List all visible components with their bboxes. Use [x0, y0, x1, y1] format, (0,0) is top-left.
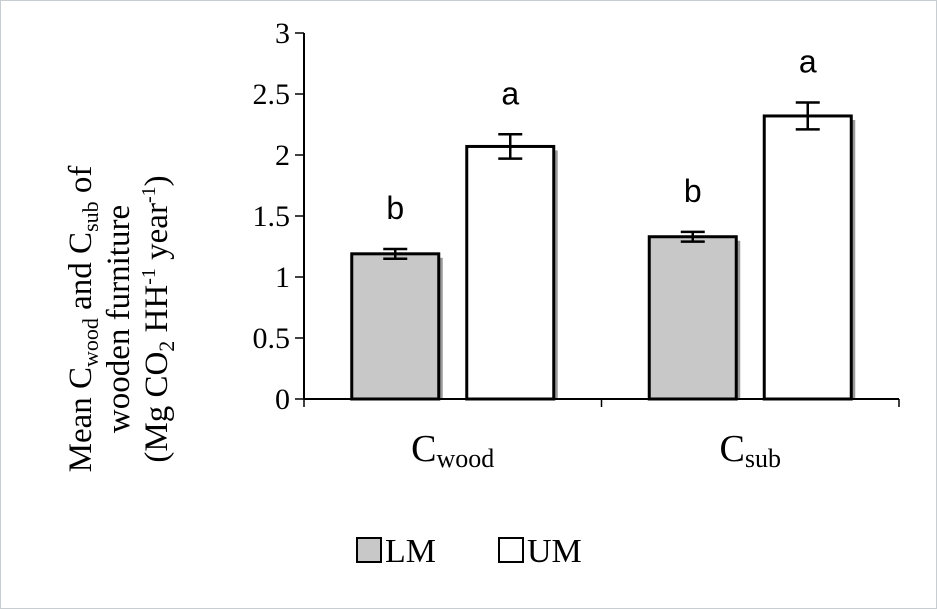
bar-um	[762, 114, 853, 401]
y-tick-label: 1	[275, 261, 290, 294]
y-label-line-3: (Mg CO2 HH-1 year-1)	[138, 175, 179, 462]
significance-letter: b	[386, 190, 404, 226]
legend-swatch-um	[498, 537, 524, 563]
y-tick-label: 2.5	[253, 78, 291, 111]
x-category-label: Csub	[720, 428, 781, 473]
error-bar	[795, 101, 820, 131]
legend-label-um: UM	[527, 533, 582, 570]
significance-letter: a	[799, 44, 817, 80]
y-tick-label: 2	[275, 139, 290, 172]
bar-lm	[647, 235, 738, 401]
x-category-label: Cwood	[411, 428, 494, 473]
y-axis-label: Mean Cwood and Csub of wooden furniture …	[63, 166, 179, 473]
y-label-line-1: Mean Cwood and Csub of	[63, 166, 103, 473]
error-bar	[498, 133, 523, 160]
y-tick-label: 1.5	[253, 200, 291, 233]
legend-swatch-lm	[356, 537, 382, 563]
y-tick-label: 3	[275, 17, 290, 50]
error-bar	[680, 230, 705, 243]
y-label-line-2: wooden furniture	[101, 205, 137, 433]
bar-lm	[350, 252, 441, 401]
legend: LM UM	[356, 533, 582, 570]
significance-letter: a	[501, 75, 519, 111]
significance-letter: b	[684, 173, 702, 209]
bar-um	[465, 144, 556, 401]
y-tick-label: 0.5	[253, 322, 291, 355]
y-tick-label: 0	[275, 383, 290, 416]
error-bar	[383, 247, 408, 260]
legend-label-lm: LM	[385, 533, 436, 570]
